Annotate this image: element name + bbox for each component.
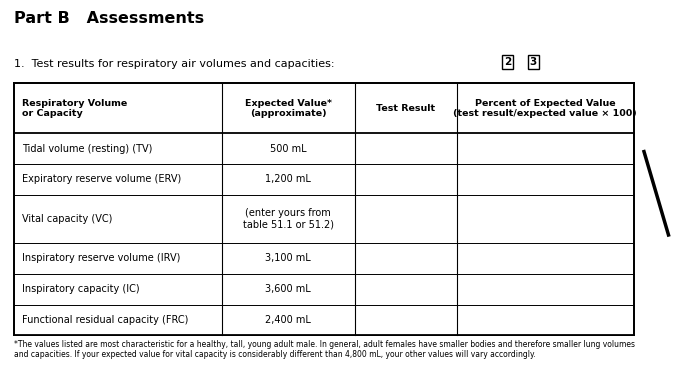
- Text: Vital capacity (VC): Vital capacity (VC): [22, 214, 113, 224]
- Text: 500 mL: 500 mL: [270, 144, 307, 153]
- Text: Respiratory Volume
or Capacity: Respiratory Volume or Capacity: [22, 99, 127, 118]
- Text: Inspiratory reserve volume (IRV): Inspiratory reserve volume (IRV): [22, 253, 181, 263]
- Text: Percent of Expected Value
(test result/expected value × 100): Percent of Expected Value (test result/e…: [454, 99, 637, 118]
- Text: Expiratory reserve volume (ERV): Expiratory reserve volume (ERV): [22, 174, 182, 185]
- Text: Test Result: Test Result: [377, 104, 435, 113]
- Text: Part B   Assessments: Part B Assessments: [14, 11, 204, 27]
- Text: Expected Value*
(approximate): Expected Value* (approximate): [244, 99, 332, 118]
- Text: 1.  Test results for respiratory air volumes and capacities:: 1. Test results for respiratory air volu…: [14, 59, 338, 69]
- Text: 2: 2: [504, 57, 511, 67]
- Text: *The values listed are most characteristic for a healthy, tall, young adult male: *The values listed are most characterist…: [14, 340, 635, 359]
- Text: 1,200 mL: 1,200 mL: [265, 174, 311, 185]
- Text: Tidal volume (resting) (TV): Tidal volume (resting) (TV): [22, 144, 153, 153]
- Text: 3,100 mL: 3,100 mL: [265, 253, 311, 263]
- Text: (enter yours from
table 51.1 or 51.2): (enter yours from table 51.1 or 51.2): [243, 208, 334, 230]
- Text: Inspiratory capacity (IC): Inspiratory capacity (IC): [22, 284, 140, 294]
- Text: 3: 3: [530, 57, 537, 67]
- Text: 3,600 mL: 3,600 mL: [265, 284, 311, 294]
- Text: 2,400 mL: 2,400 mL: [265, 315, 311, 325]
- Text: Functional residual capacity (FRC): Functional residual capacity (FRC): [22, 315, 189, 325]
